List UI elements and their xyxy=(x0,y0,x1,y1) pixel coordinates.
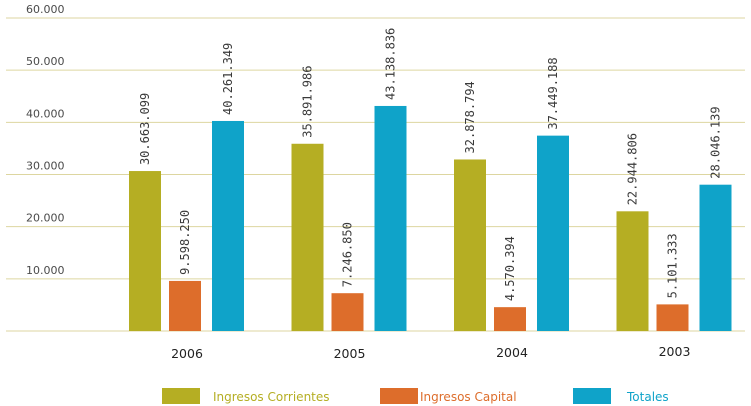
x-category-label: 2003 xyxy=(659,344,691,359)
y-tick-label: 20.000 xyxy=(26,212,65,225)
bar-totales-2005 xyxy=(374,105,407,331)
data-label: 4.570.394 xyxy=(503,236,517,301)
y-tick-label: 10.000 xyxy=(26,264,65,277)
bar-ingresos-corrientes-2006 xyxy=(129,171,161,331)
bar-ingresos-corrientes-2003 xyxy=(616,211,649,331)
y-tick-label: 60.000 xyxy=(26,3,65,16)
data-label: 35.891.986 xyxy=(301,66,315,138)
data-label: 32.878.794 xyxy=(463,81,477,153)
bar-totales-2003 xyxy=(699,184,732,331)
data-label: 9.598.250 xyxy=(178,210,192,275)
data-labels: 30.663.099 9.598.250 40.261.349 35.891.986 7… xyxy=(138,28,723,301)
data-label: 30.663.099 xyxy=(138,93,152,165)
data-label: 40.261.349 xyxy=(221,43,235,115)
data-label: 28.046.139 xyxy=(709,106,723,178)
legend-swatch xyxy=(573,388,611,404)
bar-ingresos-capital-2004 xyxy=(494,307,526,331)
data-label: 43.138.836 xyxy=(384,28,398,100)
x-category-label: 2005 xyxy=(334,346,366,361)
legend: Ingresos Corrientes Ingresos Capital Total… xyxy=(162,388,669,404)
legend-label: Ingresos Capital xyxy=(420,390,517,404)
y-axis-ticks: 10.000 20.000 30.000 40.000 50.000 60.000 xyxy=(26,3,65,277)
legend-swatch xyxy=(162,388,200,404)
data-label: 5.101.333 xyxy=(666,233,680,298)
bar-totales-2006 xyxy=(212,120,244,331)
bar-ingresos-corrientes-2005 xyxy=(291,143,324,331)
y-tick-label: 30.000 xyxy=(26,160,65,173)
bar-ingresos-corrientes-2004 xyxy=(454,159,486,331)
legend-label: Ingresos Corrientes xyxy=(213,390,330,404)
legend-swatch xyxy=(380,388,418,404)
y-tick-label: 40.000 xyxy=(26,107,65,120)
data-label: 22.944.806 xyxy=(626,133,640,205)
bar-ingresos-capital-2006 xyxy=(169,280,201,331)
x-axis-categories: 2006 2005 2004 2003 xyxy=(171,344,690,361)
bar-totales-2004 xyxy=(537,135,569,331)
bar-ingresos-capital-2003 xyxy=(656,304,689,331)
data-label: 7.246.850 xyxy=(341,222,355,287)
bars xyxy=(129,105,732,331)
x-category-label: 2006 xyxy=(171,346,203,361)
bar-ingresos-capital-2005 xyxy=(331,293,364,331)
legend-label: Totales xyxy=(626,390,669,404)
x-category-label: 2004 xyxy=(496,345,528,360)
data-label: 37.449.188 xyxy=(546,57,560,129)
y-tick-label: 50.000 xyxy=(26,55,65,68)
